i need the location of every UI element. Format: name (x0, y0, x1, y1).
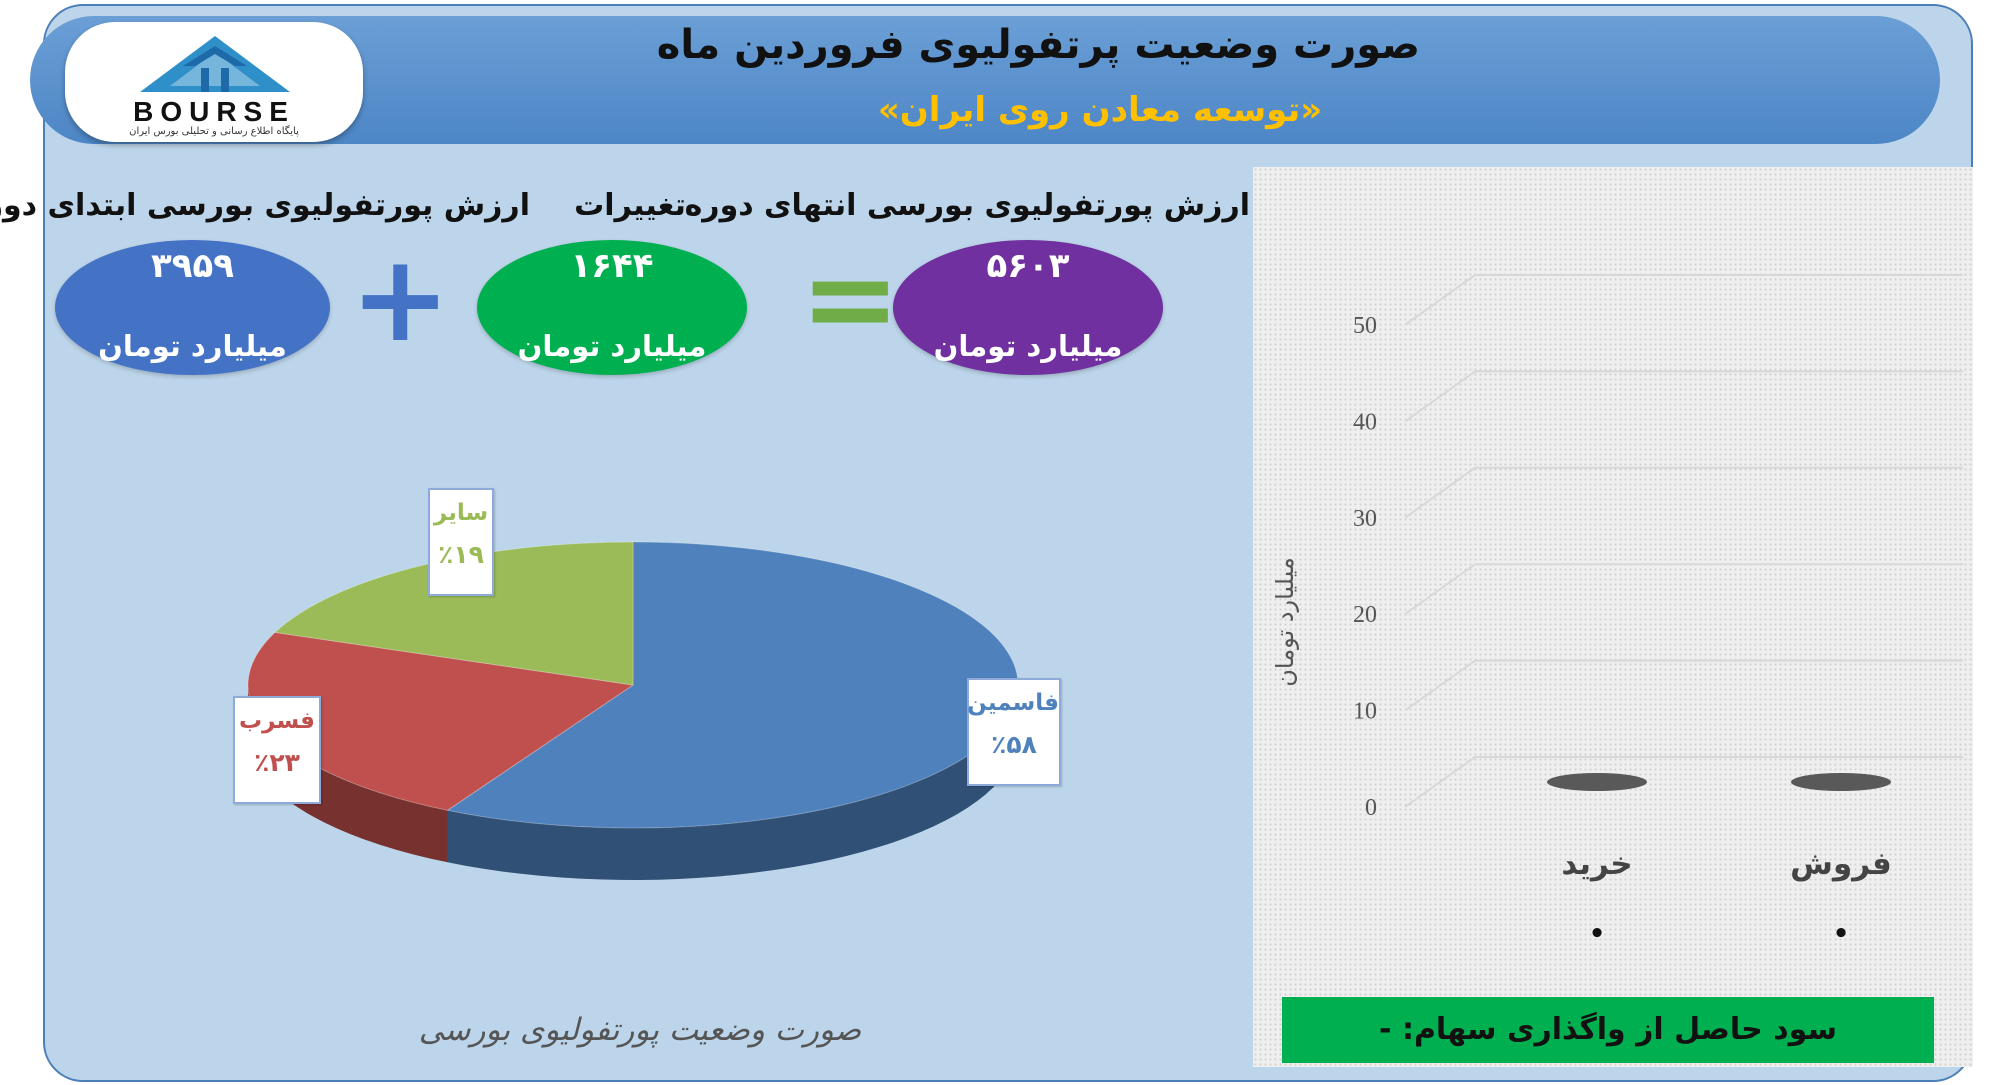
equals-sign: = (800, 230, 901, 369)
bar-y-tick-label: 50 (1353, 313, 1377, 339)
end-value-unit: میلیارد تومان (933, 329, 1123, 363)
bar-gridline (1404, 370, 1963, 423)
profit-from-sale-label: سود حاصل از واگذاری سهام: - (1282, 997, 1934, 1063)
end-value-label: ارزش پورتفولیوی بورسی انتهای دوره (684, 188, 1250, 223)
logo-subtitle: پایگاه اطلاع رسانی و تحلیلی بورس ایران (129, 126, 299, 137)
pie-chart (247, 541, 1019, 880)
bar-grid (1404, 274, 1963, 808)
start-value: ۳۹۵۹ (150, 246, 234, 286)
pie-callout-fasorb: فسرب ٪۲۳ (233, 696, 321, 804)
start-value-unit: میلیارد تومان (98, 329, 287, 363)
bar-chart-area (1253, 167, 1973, 1067)
pie-top (247, 541, 1019, 829)
change-value: ۱۶۴۴ (570, 246, 654, 286)
change-oval: ۱۶۴۴ میلیارد تومان (477, 240, 747, 375)
bar-category-label: خرید (1561, 846, 1632, 882)
bar-marks: فروش • خرید • (1547, 773, 1892, 949)
bar-y-ticks: 0 10 20 30 40 50 (1353, 313, 1377, 821)
pie-slice-2 (273, 541, 634, 686)
pie-slice-percent: ٪۲۳ (254, 748, 300, 777)
change-label: تغییرات (574, 188, 686, 223)
bar-gridline (1404, 563, 1963, 616)
bar-y-tick-label: 10 (1353, 699, 1377, 725)
pie-callout-famsin: فاسمین ٪۵۸ (967, 678, 1061, 786)
bar-gridline (1404, 274, 1963, 326)
bar-y-tick-label: 0 (1365, 795, 1377, 821)
change-unit: میلیارد تومان (517, 329, 707, 363)
bar-category-label: فروش (1790, 846, 1892, 882)
pie-side (248, 685, 1018, 880)
page-subtitle: «توسعه معادن روی ایران» (877, 90, 1323, 130)
pie-chart-title: صورت وضعیت پورتفولیوی بورسی (418, 1012, 862, 1048)
end-value: ۵۶۰۳ (986, 246, 1070, 286)
end-value-oval: ۵۶۰۳ میلیارد تومان (893, 240, 1163, 375)
pie-slice-name: سایر (433, 500, 489, 526)
pie-slice-name: فسرب (239, 708, 315, 734)
start-value-label: ارزش پورتفولیوی بورسی ابتدای دوره (0, 188, 530, 223)
bar-y-tick-label: 20 (1353, 602, 1377, 628)
bar-data-label: • (1833, 919, 1850, 949)
bar-y-tick-label: 30 (1353, 506, 1377, 532)
pie-slice-percent: ٪۱۹ (438, 540, 484, 569)
logo: BOURSE پایگاه اطلاع رسانی و تحلیلی بورس … (65, 22, 363, 142)
plus-sign: + (350, 230, 451, 369)
bar-y-tick-label: 40 (1353, 409, 1377, 435)
logo-text: BOURSE (133, 96, 295, 127)
pie-slice-percent: ٪۵۸ (991, 730, 1037, 759)
logo-mark-icon (140, 36, 290, 92)
bar-gridline (1404, 466, 1963, 519)
bar-gridline (1404, 659, 1963, 712)
bar-1 (1547, 773, 1647, 791)
start-value-oval: ۳۹۵۹ میلیارد تومان (55, 240, 330, 375)
bar-chart: 0 10 20 30 40 50 فروش • خرید • میلیارد تومان (1271, 274, 1963, 949)
bar-data-label: • (1589, 919, 1606, 949)
pie-slice-0-side (447, 685, 1018, 880)
pie-slice-name: فاسمین (967, 690, 1059, 716)
bar-y-axis-label: میلیارد تومان (1271, 557, 1299, 686)
bar-gridline (1404, 756, 1963, 808)
page-title: صورت وضعیت پرتفولیوی فروردین ماه (656, 22, 1420, 68)
pie-callout-sayer: سایر ٪۱۹ (428, 488, 494, 596)
bar-0 (1791, 773, 1891, 791)
pie-slice-1-side (248, 685, 448, 863)
